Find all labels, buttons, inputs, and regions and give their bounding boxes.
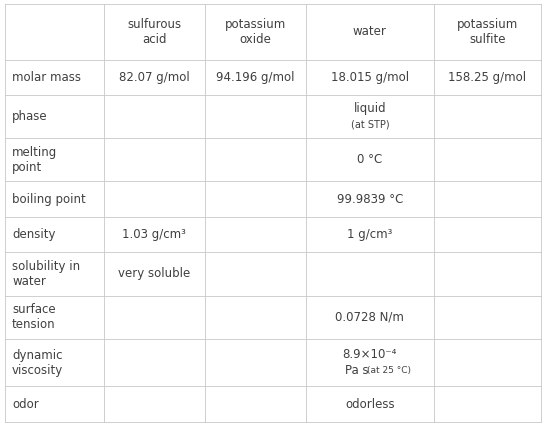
Text: 1.03 g/cm³: 1.03 g/cm³ [122, 228, 186, 241]
Text: 99.9839 °C: 99.9839 °C [337, 193, 403, 206]
Text: 1 g/cm³: 1 g/cm³ [347, 228, 393, 241]
Text: 82.07 g/mol: 82.07 g/mol [119, 71, 189, 84]
Text: (at STP): (at STP) [351, 119, 389, 130]
Text: (at 25 °C): (at 25 °C) [367, 366, 411, 375]
Text: sulfurous
acid: sulfurous acid [127, 18, 181, 46]
Text: boiling point: boiling point [12, 193, 86, 206]
Text: potassium
sulfite: potassium sulfite [456, 18, 518, 46]
Text: dynamic
viscosity: dynamic viscosity [12, 348, 63, 377]
Text: surface
tension: surface tension [12, 303, 56, 331]
Text: 8.9×10⁻⁴: 8.9×10⁻⁴ [343, 348, 397, 361]
Text: phase: phase [12, 110, 48, 123]
Text: solubility in
water: solubility in water [12, 260, 80, 288]
Text: potassium
oxide: potassium oxide [224, 18, 286, 46]
Text: 0.0728 N/m: 0.0728 N/m [335, 311, 405, 324]
Text: molar mass: molar mass [12, 71, 81, 84]
Text: 18.015 g/mol: 18.015 g/mol [331, 71, 409, 84]
Text: 94.196 g/mol: 94.196 g/mol [216, 71, 294, 84]
Text: melting
point: melting point [12, 146, 57, 174]
Text: water: water [353, 26, 387, 38]
Text: liquid: liquid [354, 102, 386, 115]
Text: very soluble: very soluble [118, 268, 191, 280]
Text: odor: odor [12, 397, 39, 411]
Text: odorless: odorless [345, 397, 395, 411]
Text: 158.25 g/mol: 158.25 g/mol [448, 71, 526, 84]
Text: Pa s: Pa s [345, 364, 369, 377]
Text: 0 °C: 0 °C [357, 153, 383, 166]
Text: density: density [12, 228, 56, 241]
